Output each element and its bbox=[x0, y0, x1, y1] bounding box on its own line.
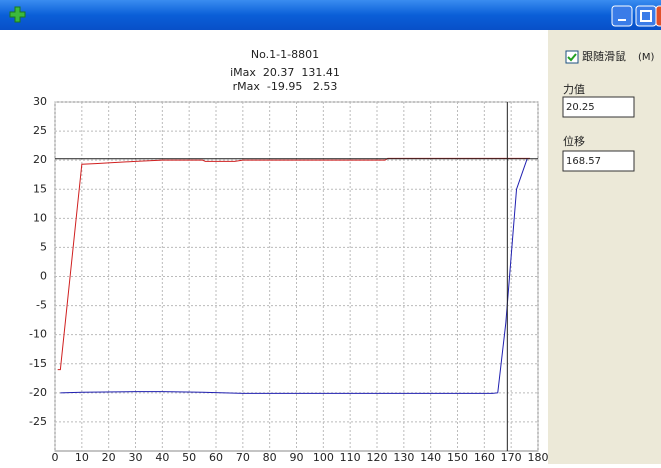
y-tick-label: 15 bbox=[33, 182, 47, 195]
y-tick-label: -10 bbox=[29, 328, 47, 341]
x-tick-label: 60 bbox=[209, 451, 223, 464]
force-input[interactable] bbox=[562, 96, 635, 118]
y-tick-label: 10 bbox=[33, 211, 47, 224]
y-tick-label: 25 bbox=[33, 124, 47, 137]
title-bar bbox=[0, 0, 661, 30]
x-tick-label: 160 bbox=[474, 451, 495, 464]
maximize-button[interactable] bbox=[635, 5, 657, 27]
x-tick-label: 110 bbox=[340, 451, 361, 464]
maximize-glyph bbox=[640, 10, 652, 22]
y-tick-label: -20 bbox=[29, 386, 47, 399]
x-tick-label: 180 bbox=[528, 451, 549, 464]
y-tick-label: 20 bbox=[33, 153, 47, 166]
x-tick-label: 10 bbox=[75, 451, 89, 464]
minimize-button[interactable] bbox=[611, 5, 633, 27]
y-tick-label: 0 bbox=[40, 270, 47, 283]
stat-line: iMax 20.37 131.41 bbox=[230, 66, 340, 79]
chart-title: No.1-1-8801 bbox=[251, 48, 319, 61]
disp-input[interactable] bbox=[562, 150, 635, 172]
close-button[interactable] bbox=[655, 5, 661, 27]
minimize-glyph bbox=[618, 19, 626, 21]
hotkey-label: (M) bbox=[638, 52, 655, 63]
y-tick-label: -5 bbox=[36, 299, 47, 312]
x-tick-label: 0 bbox=[52, 451, 59, 464]
x-tick-label: 20 bbox=[102, 451, 116, 464]
x-tick-label: 80 bbox=[263, 451, 277, 464]
disp-value: 168.57 bbox=[566, 156, 601, 167]
x-tick-label: 90 bbox=[290, 451, 304, 464]
x-tick-label: 120 bbox=[367, 451, 388, 464]
stat-line: rMax -19.95 2.53 bbox=[233, 80, 338, 93]
checkbox-check bbox=[567, 53, 577, 62]
x-tick-label: 140 bbox=[420, 451, 441, 464]
app-icon bbox=[9, 6, 26, 23]
force-label: 力值 bbox=[563, 83, 585, 96]
checkbox-label: 跟随滑鼠 bbox=[582, 49, 626, 63]
x-tick-label: 70 bbox=[236, 451, 250, 464]
y-tick-label: -25 bbox=[29, 415, 47, 428]
y-tick-label: -15 bbox=[29, 357, 47, 370]
y-tick-label: 5 bbox=[40, 240, 47, 253]
x-tick-label: 130 bbox=[393, 451, 414, 464]
x-tick-label: 170 bbox=[501, 451, 522, 464]
disp-label: 位移 bbox=[563, 134, 585, 148]
checkbox[interactable] bbox=[565, 50, 579, 64]
x-tick-label: 50 bbox=[182, 451, 196, 464]
x-tick-label: 40 bbox=[155, 451, 169, 464]
x-tick-label: 150 bbox=[447, 451, 468, 464]
y-tick-label: 30 bbox=[33, 95, 47, 108]
x-tick-label: 100 bbox=[313, 451, 334, 464]
force-value: 20.25 bbox=[566, 102, 595, 113]
x-tick-label: 30 bbox=[129, 451, 143, 464]
